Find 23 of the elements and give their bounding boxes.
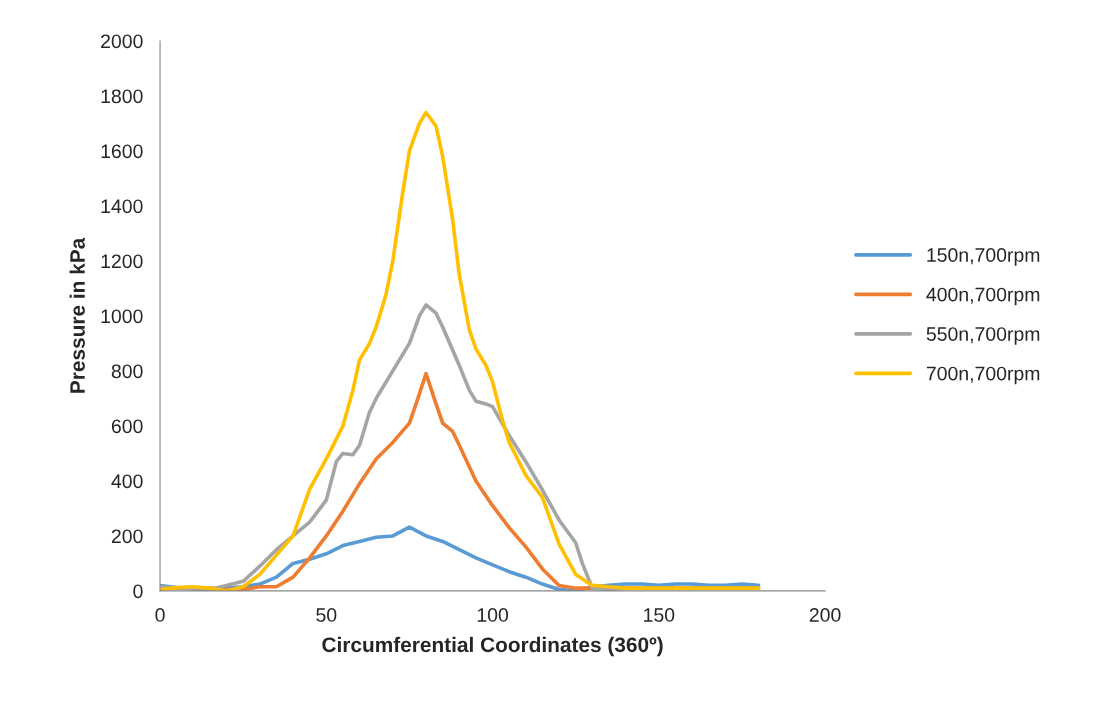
y-tick-label: 600 xyxy=(111,419,143,434)
y-tick-label: 1600 xyxy=(101,144,143,159)
y-tick-label: 1200 xyxy=(101,254,143,269)
y-axis-title: Pressure in kPa xyxy=(69,237,85,393)
line-series xyxy=(160,110,761,591)
y-tick-label: 400 xyxy=(111,474,143,489)
y-tick-label: 1400 xyxy=(101,199,143,214)
x-tick-label: 200 xyxy=(809,608,841,622)
legend-label: 700n,700rpm xyxy=(926,366,1040,385)
y-tick-label: 2000 xyxy=(101,34,143,49)
y-tick-label: 200 xyxy=(111,529,143,544)
legend-label: 400n,700rpm xyxy=(926,287,1040,306)
x-axis-title: Circumferential Coordinates (360º) xyxy=(322,636,663,657)
legend-label: 150n,700rpm xyxy=(927,248,1040,266)
x-tick-label: 100 xyxy=(477,608,509,622)
x-tick-label: 50 xyxy=(316,608,337,622)
y-tick-label: 1000 xyxy=(101,309,143,324)
x-tick-label: 150 xyxy=(644,608,675,622)
legend-label: 550n,700rpm xyxy=(926,327,1040,345)
y-tick-label: 800 xyxy=(111,364,143,379)
y-tick-label: 1800 xyxy=(101,89,143,104)
y-tick-label: 0 xyxy=(133,584,143,599)
x-tick-label: 0 xyxy=(155,608,165,622)
